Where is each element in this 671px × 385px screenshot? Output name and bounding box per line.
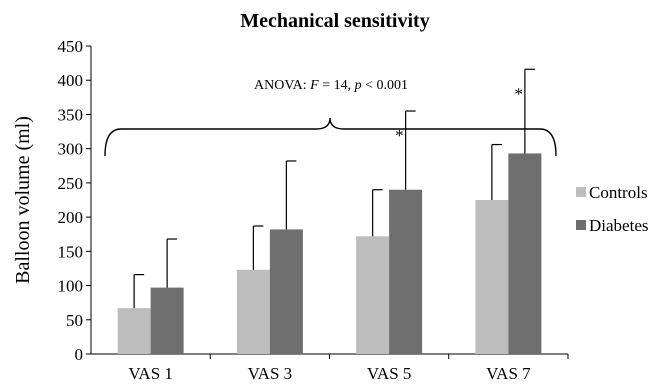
x-tick-label: VAS 3 xyxy=(248,364,293,383)
x-tick-label: VAS 7 xyxy=(486,364,531,383)
y-tick-label: 100 xyxy=(58,277,84,296)
legend-label-controls: Controls xyxy=(589,183,648,202)
x-tick-label: VAS 5 xyxy=(367,364,412,383)
y-tick-label: 450 xyxy=(58,37,84,56)
anova-annotation: ANOVA: F = 14, p < 0.001 xyxy=(254,78,408,93)
x-tick-label: VAS 1 xyxy=(128,364,173,383)
y-tick-label: 150 xyxy=(58,242,84,261)
y-tick-label: 250 xyxy=(58,174,84,193)
chart-title: Mechanical sensitivity xyxy=(240,10,429,32)
legend: Controls Diabetes xyxy=(576,183,648,235)
bar-controls xyxy=(236,269,270,354)
bar-controls xyxy=(356,236,390,354)
y-tick-label: 200 xyxy=(58,208,84,227)
y-tick-label: 400 xyxy=(58,71,84,90)
legend-label-diabetes: Diabetes xyxy=(589,216,648,235)
y-axis-label: Balloon volume (ml) xyxy=(12,116,34,284)
y-tick-label: 300 xyxy=(58,140,84,159)
anova-bracket xyxy=(104,117,557,157)
bar-diabetes xyxy=(269,229,303,354)
bar-diabetes xyxy=(389,189,423,354)
significance-marker: * xyxy=(395,126,404,145)
y-tick-label: 350 xyxy=(58,105,84,124)
bar-diabetes xyxy=(508,153,542,354)
significance-marker: * xyxy=(514,84,523,103)
bar-diabetes xyxy=(150,287,184,354)
y-tick-label: 0 xyxy=(75,345,84,364)
bar-controls xyxy=(117,308,151,354)
legend-swatch-controls xyxy=(576,187,586,197)
legend-swatch-diabetes xyxy=(576,220,586,230)
plot-area: 0 50 100 150 200 250 300 350 400 450 VAS 1 VAS 3 VAS… xyxy=(58,37,569,383)
bar-controls xyxy=(475,200,509,354)
y-tick-label: 50 xyxy=(66,311,83,330)
